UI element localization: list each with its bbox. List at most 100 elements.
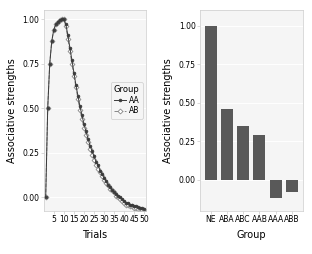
AB — [48, 62, 51, 65]
AB — [60, 18, 64, 21]
AB — [68, 50, 72, 53]
AA — [84, 130, 88, 133]
AA — [116, 194, 120, 197]
AA — [44, 196, 47, 199]
AB — [58, 19, 62, 22]
AB — [114, 194, 118, 197]
AB — [62, 18, 66, 21]
AA — [137, 206, 140, 209]
AA — [102, 176, 106, 179]
AB — [100, 174, 104, 178]
Bar — [237, 126, 249, 180]
AA — [118, 196, 122, 199]
AB — [50, 40, 54, 43]
AA — [143, 208, 146, 211]
AB — [88, 148, 92, 151]
Bar — [221, 109, 233, 180]
AA — [76, 94, 80, 97]
AA — [72, 71, 76, 74]
AA — [80, 114, 84, 117]
Line: AB: AB — [44, 17, 146, 212]
AB — [124, 203, 128, 206]
AB — [96, 167, 100, 170]
AB — [72, 75, 76, 78]
AA — [62, 18, 66, 21]
AB — [64, 25, 68, 28]
AB — [74, 85, 78, 88]
AB — [108, 187, 112, 190]
AB — [140, 208, 144, 211]
AB — [110, 189, 114, 192]
AA — [52, 28, 56, 31]
AB — [137, 208, 140, 211]
AB — [78, 108, 82, 112]
AA — [64, 23, 68, 26]
AA — [92, 155, 96, 158]
AA — [70, 59, 74, 62]
Line: AA: AA — [44, 18, 146, 210]
Y-axis label: Associative strengths: Associative strengths — [163, 58, 173, 163]
AB — [54, 23, 58, 26]
AA — [129, 203, 132, 206]
AA — [86, 137, 90, 140]
AA — [140, 207, 144, 210]
AB — [120, 199, 124, 202]
AA — [82, 123, 86, 126]
AA — [58, 19, 62, 22]
AB — [102, 178, 106, 181]
AB — [126, 203, 130, 206]
AA — [94, 160, 98, 163]
AA — [133, 205, 136, 208]
AB — [94, 164, 98, 167]
AA — [56, 20, 60, 23]
AA — [46, 107, 50, 110]
AA — [110, 189, 114, 192]
AB — [86, 141, 90, 144]
AB — [143, 208, 146, 211]
AA — [48, 62, 51, 65]
AB — [104, 182, 108, 185]
AB — [116, 196, 120, 199]
AB — [46, 107, 50, 110]
AB — [84, 134, 88, 137]
AB — [92, 158, 96, 162]
AB — [130, 205, 134, 208]
AB — [112, 190, 116, 194]
AB — [106, 183, 110, 186]
AA — [96, 164, 100, 167]
AA — [98, 169, 102, 172]
AA — [78, 105, 82, 108]
Bar — [205, 26, 217, 180]
AB — [122, 201, 126, 204]
AB — [70, 62, 74, 65]
AA — [66, 34, 70, 37]
AB — [56, 20, 60, 23]
AB — [80, 117, 84, 120]
AB — [98, 171, 102, 174]
Y-axis label: Associative strengths: Associative strengths — [7, 58, 17, 163]
AA — [74, 84, 78, 87]
AB — [66, 37, 70, 40]
AA — [50, 40, 54, 43]
AA — [68, 46, 72, 49]
AB — [82, 126, 86, 129]
AA — [88, 144, 92, 147]
AA — [139, 207, 142, 210]
AB — [52, 28, 56, 31]
Bar — [286, 180, 298, 192]
AB — [118, 198, 122, 201]
X-axis label: Group: Group — [236, 230, 266, 240]
AB — [76, 98, 80, 101]
AA — [108, 185, 112, 188]
AA — [124, 201, 128, 204]
AA — [54, 23, 58, 26]
AA — [126, 201, 130, 204]
AA — [112, 190, 116, 194]
Bar — [270, 180, 282, 198]
AB — [139, 208, 142, 211]
AA — [60, 18, 64, 21]
AB — [133, 207, 136, 210]
AA — [130, 203, 134, 206]
AB — [134, 207, 138, 210]
AA — [114, 192, 118, 195]
